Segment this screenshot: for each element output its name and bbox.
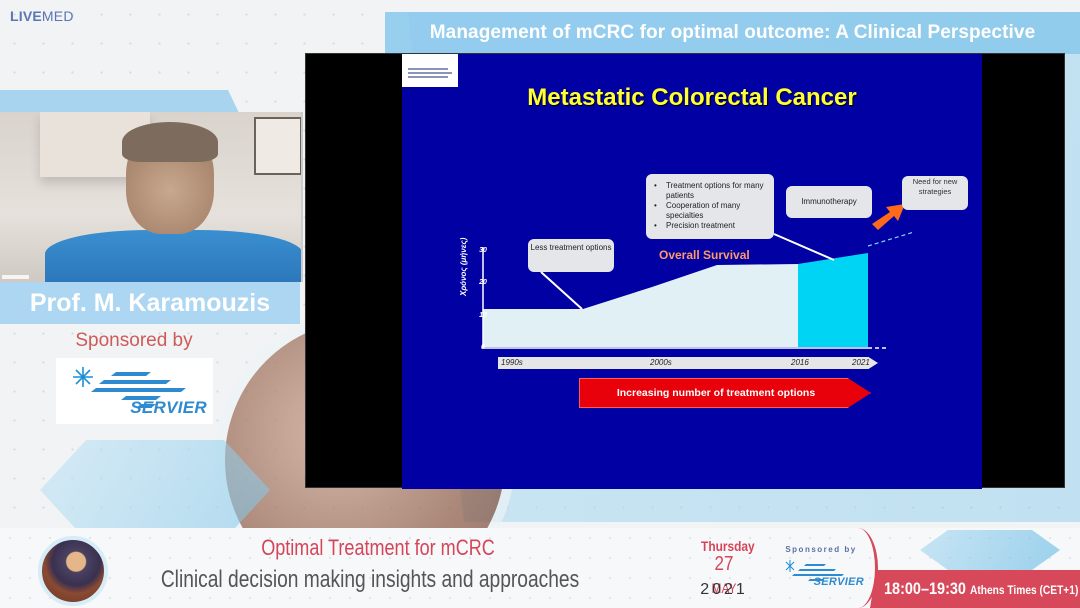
servier-logo: SERVIER [56,358,213,424]
event-day: Thursday [701,538,755,554]
y-tick-30: 30 [479,247,487,254]
decorative-arc [838,528,878,608]
event-date: 27 MAY [711,553,737,596]
event-time: 18:00–19:30 Athens Times (CET+1) [884,579,1079,598]
presentation-video[interactable]: Metastatic Colorectal Cancer 30 20 10 0 … [305,53,1065,489]
event-year: 2021 [700,581,748,598]
timeline-label: 1990s [501,358,523,367]
survival-area-chart [482,204,915,349]
y-axis-label: Χρόνος (μήνες) [459,237,468,296]
livemed-logo: LIVEMED [10,8,74,24]
bullet-item: Treatment options for many patients [654,181,774,201]
increasing-options-arrow: Increasing number of treatment options [579,378,871,408]
speaker-video[interactable] [0,112,303,282]
y-tick-20: 20 [479,279,487,286]
callout-treatment-bullets: Treatment options for many patients Coop… [646,174,774,239]
speaker-hair [122,122,218,162]
sponsored-by-label: Sponsored by [75,330,193,351]
bullet-item: Precision treatment [654,221,774,231]
servier-star-icon [73,367,186,408]
timeline-label: 2000s [650,358,672,367]
event-subtitle: Clinical decision making insights and ap… [160,566,580,593]
institution-logo [402,54,458,87]
slide: Metastatic Colorectal Cancer 30 20 10 0 … [402,54,982,489]
callout-less-options: Less treatment options [528,239,614,272]
y-tick-0: 0 [481,344,485,351]
servier-star-icon [785,560,844,581]
timeline-label: 2016 [791,358,809,367]
decorative-hexagon [920,530,1060,570]
event-time-bar: 18:00–19:30 Athens Times (CET+1) [870,570,1080,608]
decorative-hexagon [40,440,270,540]
bullet-item: Cooperation of many specialties [654,201,774,221]
session-title: Management of mCRC for optimal outcome: … [429,22,1036,43]
overall-survival-label: Overall Survival [659,248,750,262]
banner-sponsored-label: Sponsored by [785,545,857,554]
event-banner: Optimal Treatment for mCRC Clinical deci… [0,528,1080,608]
slide-title: Metastatic Colorectal Cancer [527,84,857,111]
event-title: Optimal Treatment for mCRC [261,535,495,560]
speaker-name-bar: Prof. M. Karamouzis [0,282,300,324]
increasing-options-label: Increasing number of treatment options [616,387,816,399]
speaker-shirt [45,230,301,282]
video-name-tag [2,275,29,279]
y-tick-10: 10 [479,312,487,319]
callout-need-new-strategies: Need for new strategies [902,176,968,210]
servier-wordmark: SERVIER [130,398,207,417]
timeline-axis: 1990s 2000s 2016 2021 [498,357,878,369]
callout-immunotherapy: Immunotherapy [786,186,872,218]
session-title-bar: Management of mCRC for optimal outcome: … [385,12,1080,54]
timeline-label: 2021 [852,358,870,367]
camera-frame-accent [0,90,240,115]
speaker-name: Prof. M. Karamouzis [29,288,271,317]
event-badge-image [38,536,108,606]
background-picture-frame [254,117,301,175]
